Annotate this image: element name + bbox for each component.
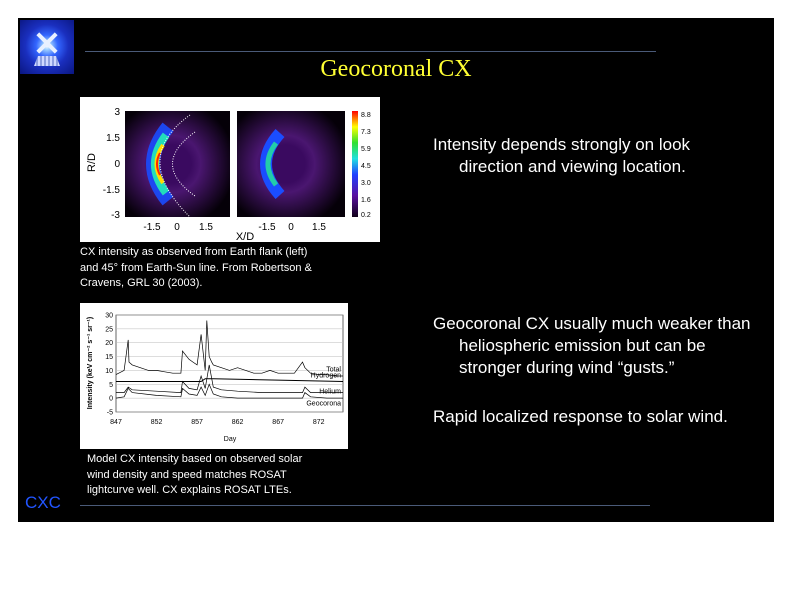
x-tick: -1.5	[143, 222, 161, 233]
y-axis-label: Intensity (keV cm⁻² s⁻¹ sr⁻¹)	[87, 317, 94, 409]
series-line-total	[115, 320, 343, 377]
x-tick: 1.5	[312, 222, 326, 233]
colorbar	[352, 111, 358, 217]
y-tick: 15	[105, 354, 113, 361]
bullet-rapid-response: Rapid localized response to solar wind.	[433, 407, 728, 426]
series-line-helium	[116, 364, 343, 393]
top-divider	[85, 51, 656, 52]
y-tick: 20	[105, 340, 113, 347]
x-tick: 867	[272, 419, 284, 426]
y-tick: 30	[105, 313, 113, 320]
lightcurve-figure: 30 25 20 15 10 5 0 -5 847 852 857 862 867 872 Intensi…	[80, 303, 348, 449]
colorbar-tick: 3.0	[361, 180, 371, 187]
x-tick: 0	[174, 222, 180, 233]
colorbar-tick: 7.3	[361, 129, 371, 136]
x-tick: 852	[151, 419, 163, 426]
bullet-look-direction: Intensity depends strongly on look direc…	[433, 135, 691, 176]
y-tick: 10	[105, 368, 113, 375]
heatmap-left	[125, 111, 230, 217]
caption-line: lightcurve well. CX explains ROSAT LTEs.	[87, 484, 292, 496]
caption-line: Cravens, GRL 30 (2003).	[80, 277, 203, 289]
y-axis-label: R/D	[86, 153, 98, 172]
lightcurve-chart: 30 25 20 15 10 5 0 -5 847 852 857 862 867 872 Intensi…	[87, 313, 344, 443]
series-line-hydrogen	[116, 378, 344, 382]
slide: Geocoronal CX R/D 3	[18, 18, 774, 522]
heatmap-right	[237, 111, 345, 217]
bullet-geocoronal-weaker: Geocoronal CX usually much weaker than h…	[433, 314, 751, 377]
cxc-logo	[20, 20, 74, 74]
x-tick: 0	[288, 222, 294, 233]
figure1-caption: CX intensity as observed from Earth flan…	[80, 245, 312, 292]
y-tick: 0	[109, 396, 113, 403]
caption-line: Model CX intensity based on observed sol…	[87, 453, 303, 465]
cx-intensity-figure: R/D 3 1.5 0 -1.5 -3 -1.5 0 1.5 -1.5 0 1.…	[80, 97, 380, 243]
x-tick: -1.5	[258, 222, 276, 233]
y-tick: 3	[114, 107, 120, 118]
x-tick: 847	[110, 419, 122, 426]
figure2-caption: Model CX intensity based on observed sol…	[87, 452, 302, 499]
colorbar-tick: 5.9	[361, 146, 371, 153]
x-tick: 862	[232, 419, 244, 426]
y-tick: -1.5	[103, 185, 121, 196]
x-axis-label: Day	[224, 436, 237, 443]
caption-line: CX intensity as observed from Earth flan…	[80, 246, 308, 258]
slide-title: Geocoronal CX	[320, 56, 472, 82]
x-tick: 872	[313, 419, 325, 426]
caption-line: and 45° from Earth-Sun line. From Robert…	[80, 261, 312, 274]
series-line-geocorona	[115, 383, 343, 399]
y-tick: -3	[111, 210, 120, 221]
x-tick: 1.5	[199, 222, 213, 233]
y-tick: 1.5	[106, 133, 120, 144]
caption-line: wind density and speed matches ROSAT	[87, 468, 287, 481]
colorbar-tick: 4.5	[361, 163, 371, 170]
x-tick: 857	[191, 419, 203, 426]
series-label-geocorona: Geocorona	[306, 401, 341, 408]
footer-cxc-label: CXC	[25, 493, 61, 512]
y-tick: 5	[109, 382, 113, 389]
colorbar-tick: 8.8	[361, 112, 371, 119]
series-label-total: Total	[326, 366, 341, 373]
series-label-helium: Helium	[319, 389, 341, 396]
bottom-divider	[80, 505, 650, 506]
y-tick: 0	[114, 159, 120, 170]
y-tick: 25	[105, 326, 113, 333]
x-axis-label: X/D	[236, 231, 254, 242]
series-label-hydrogen: Hydrogen	[311, 373, 341, 380]
colorbar-tick: 1.6	[361, 197, 371, 204]
y-tick: -5	[107, 410, 113, 417]
heatmap-figure: R/D 3 1.5 0 -1.5 -3 -1.5 0 1.5 -1.5 0 1.…	[86, 107, 371, 243]
colorbar-tick: 0.2	[361, 212, 371, 219]
